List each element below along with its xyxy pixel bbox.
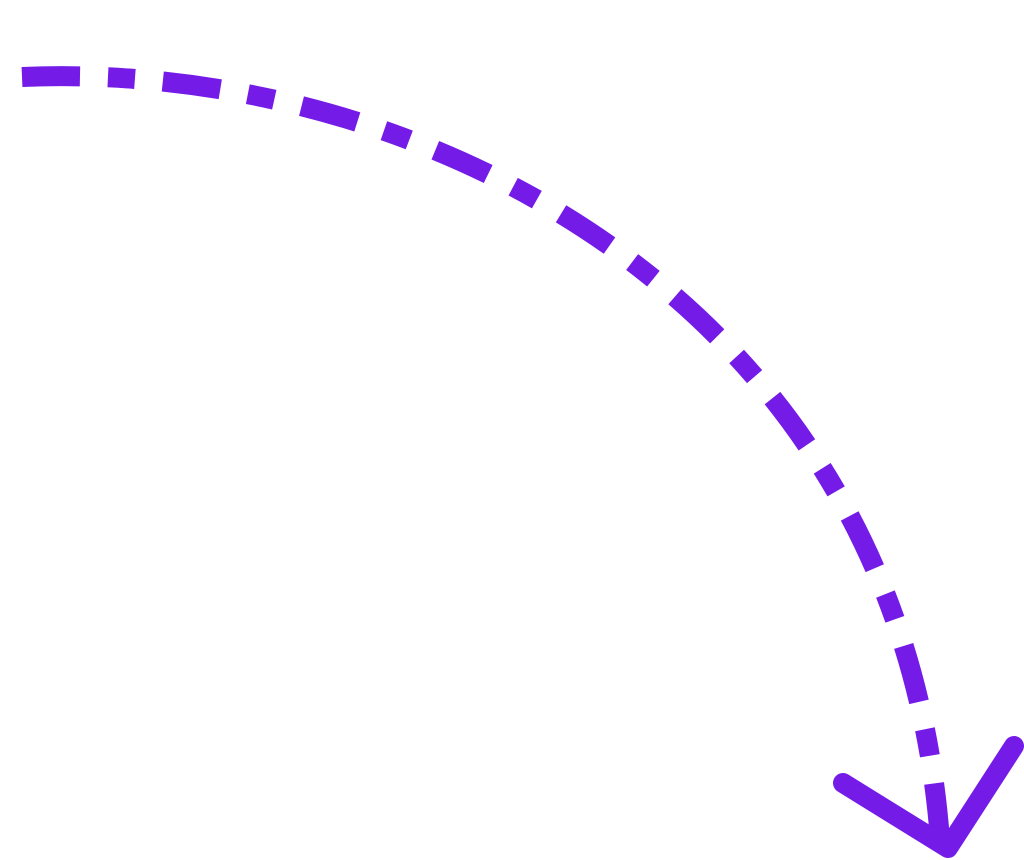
arrow-head (833, 736, 1024, 858)
dashed-curve (21, 66, 950, 841)
